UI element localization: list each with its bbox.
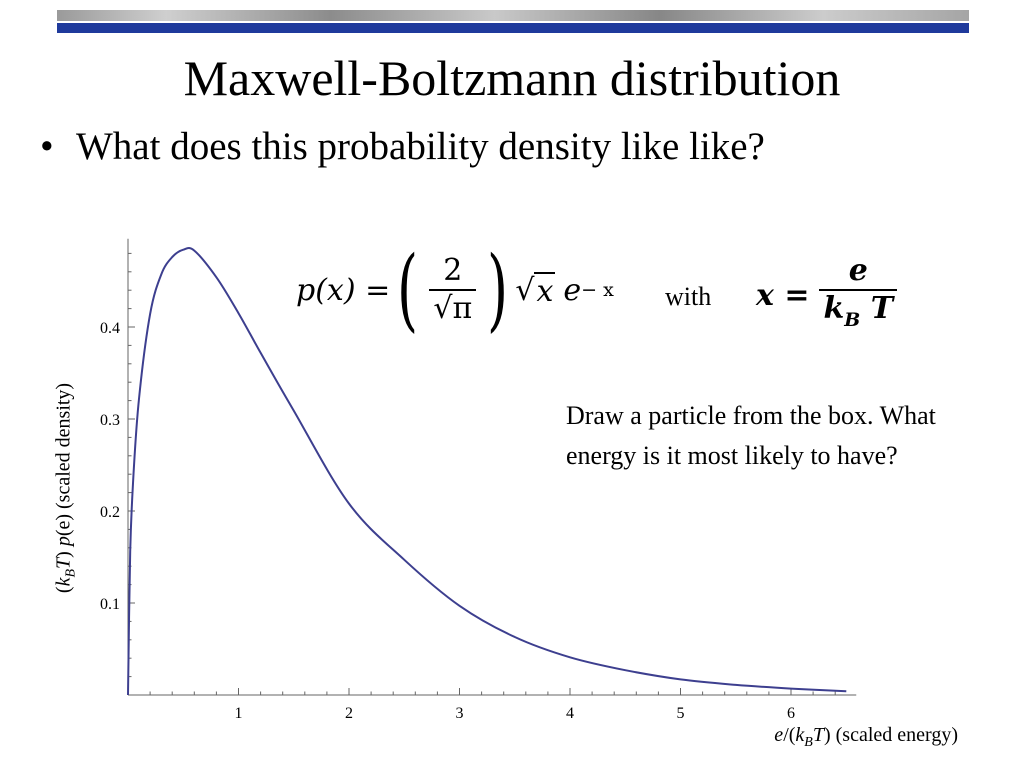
formula-sqrt-arg: x: [534, 271, 556, 309]
formula-fraction: 2 √π: [429, 253, 477, 327]
chart-ticks: 1 2 3 4 5 6 0.1 0.2 0.3 0.4: [100, 252, 836, 722]
header-gradient-bar: [57, 10, 969, 21]
x-tick-label: 3: [456, 705, 464, 722]
bullet-text: What does this probability density like …: [76, 125, 765, 168]
x-tick-label: 4: [566, 705, 574, 722]
bullet-item: • What does this probability density like…: [40, 122, 765, 172]
formula-base: e: [563, 272, 582, 308]
formula-lhs: p(x) =: [296, 272, 391, 308]
density-formula: p(x) = ( 2 √π ) √ x e − x: [296, 237, 614, 342]
x-tick-label: 1: [235, 705, 243, 722]
slide-title: Maxwell-Boltzmann distribution: [183, 50, 841, 106]
question-text: Draw a particle from the box. What energ…: [566, 401, 936, 470]
bullet-dot-icon: •: [40, 125, 54, 168]
sqrt-icon: √: [515, 272, 535, 308]
y-tick-label: 0.1: [100, 596, 120, 613]
x-definition-formula: x = e kB T: [756, 250, 901, 340]
y-tick-label: 0.4: [100, 320, 120, 337]
formula-numerator: 2: [443, 253, 463, 288]
x-formula-numerator: e: [848, 252, 868, 288]
y-tick-label: 0.3: [100, 412, 120, 429]
x-tick-label: 5: [677, 705, 685, 722]
with-word: with: [665, 282, 712, 311]
y-axis-label: (kBT) p(e) (scaled density): [52, 382, 79, 594]
chart-axes: [127, 238, 857, 696]
density-curve: [127, 247, 847, 696]
x-tick-label: 2: [345, 705, 353, 722]
header-accent-bar: [57, 23, 969, 33]
x-axis-label: e/(kBT) (scaled energy): [774, 724, 958, 750]
formula-exponent: − x: [581, 279, 614, 301]
x-formula-fraction: e kB T: [819, 252, 898, 338]
x-formula-lhs: x =: [756, 277, 810, 313]
x-tick-label: 6: [787, 705, 795, 722]
formula-denominator: √π: [433, 291, 473, 326]
y-tick-label: 0.2: [100, 504, 120, 521]
x-formula-denominator: kB T: [823, 290, 894, 331]
